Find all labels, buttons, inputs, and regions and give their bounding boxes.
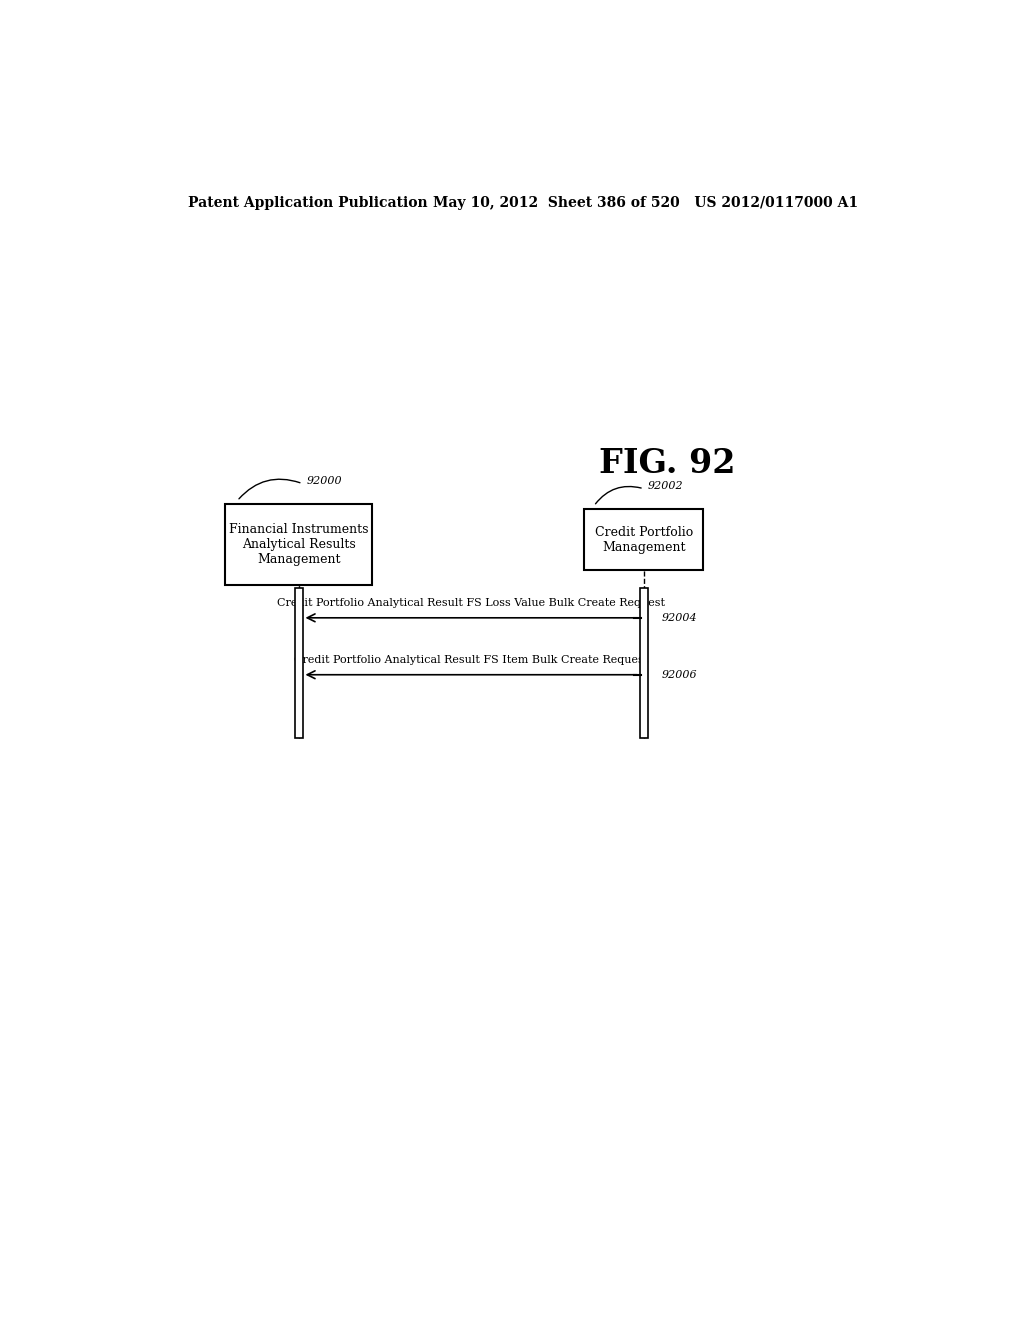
Bar xyxy=(640,589,648,738)
Text: 92004: 92004 xyxy=(663,612,697,623)
Text: FIG. 92: FIG. 92 xyxy=(599,447,736,480)
Text: Credit Portfolio
Management: Credit Portfolio Management xyxy=(595,525,693,553)
Text: May 10, 2012  Sheet 386 of 520   US 2012/0117000 A1: May 10, 2012 Sheet 386 of 520 US 2012/01… xyxy=(433,197,858,210)
Bar xyxy=(295,589,303,738)
Bar xyxy=(225,504,372,585)
Text: Credit Portfolio Analytical Result FS Loss Value Bulk Create Request: Credit Portfolio Analytical Result FS Lo… xyxy=(278,598,666,607)
Text: 92006: 92006 xyxy=(663,669,697,680)
Text: 92000: 92000 xyxy=(306,475,342,486)
Text: Patent Application Publication: Patent Application Publication xyxy=(187,197,427,210)
Text: Financial Instruments
Analytical Results
Management: Financial Instruments Analytical Results… xyxy=(229,523,369,566)
Bar xyxy=(585,510,703,570)
Text: Credit Portfolio Analytical Result FS Item Bulk Create Request: Credit Portfolio Analytical Result FS It… xyxy=(294,655,648,664)
Text: 92002: 92002 xyxy=(648,480,683,491)
